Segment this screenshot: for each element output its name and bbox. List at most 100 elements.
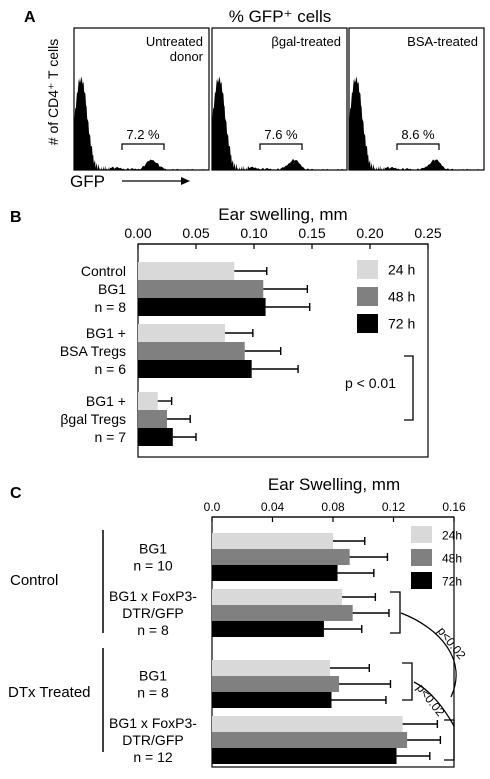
group-label: BSA Tregs	[60, 343, 126, 359]
histogram-population	[349, 76, 484, 170]
group-label: BG1	[139, 541, 167, 557]
x-tick-label: 0.12	[382, 500, 406, 514]
group-label: n = 8	[137, 622, 169, 638]
histogram-x-label: GFP	[70, 172, 105, 191]
histogram-population	[74, 76, 209, 170]
bar	[138, 360, 252, 378]
legend-swatch	[357, 314, 378, 333]
x-tick-label: 0.16	[442, 500, 466, 514]
x-tick-label: 0.00	[124, 225, 151, 241]
bar	[138, 298, 266, 316]
p-value-annotation: p < 0.01	[345, 375, 396, 391]
legend-label: 72h	[442, 575, 462, 589]
bar	[212, 732, 408, 748]
significance-bracket	[444, 719, 455, 761]
significance-bracket	[402, 662, 413, 701]
significance-bracket	[390, 591, 401, 634]
group-label: BG1 x FoxP3-	[109, 588, 197, 604]
legend-label: 48 h	[388, 289, 415, 305]
histogram-frame	[211, 27, 348, 171]
bar	[212, 605, 353, 621]
x-tick-label: 0.04	[261, 500, 285, 514]
histogram-panel-label: BSA-treated	[407, 34, 478, 49]
x-tick-label: 0.20	[356, 225, 383, 241]
group-label: BG1 +	[86, 393, 126, 409]
group-label: Control	[81, 263, 126, 279]
section-label: DTx Treated	[8, 684, 91, 701]
bar	[212, 716, 403, 732]
group-label: DTR/GFP	[122, 732, 183, 748]
group-label: BG1	[98, 281, 126, 297]
x-tick-label: 0.10	[240, 225, 267, 241]
gfp-gate-percent: 7.2 %	[126, 127, 160, 142]
legend-swatch	[411, 526, 432, 543]
legend-label: 72 h	[388, 316, 415, 332]
p-value-annotation: p<0.02	[435, 624, 469, 662]
bar	[212, 660, 330, 676]
legend-label: 48h	[442, 552, 462, 566]
bar	[138, 410, 167, 428]
histogram-panel-label: βgal-treated	[271, 34, 341, 49]
x-tick-label: 0.05	[182, 225, 209, 241]
panel-letter-c: C	[10, 485, 22, 502]
chart-b: 0.00 0.05 0.10 0.15 0.20 0.25 Control BG1 n = 8 B…	[60, 225, 442, 458]
bar	[138, 428, 173, 446]
group-label: n = 8	[94, 299, 126, 315]
p-value-annotation: p<0.02	[414, 681, 448, 719]
chart-c-title: Ear Swelling, mm	[268, 475, 400, 494]
gfp-gate-bracket	[396, 143, 440, 150]
histogram-population	[212, 76, 347, 170]
bar	[138, 280, 264, 298]
group-label: BG1 x FoxP3-	[109, 715, 197, 731]
bar	[212, 676, 340, 692]
group-label: n = 10	[133, 558, 173, 574]
legend-label: 24h	[442, 529, 462, 543]
bar	[138, 392, 158, 410]
bar	[138, 342, 245, 360]
group-label: BG1	[139, 668, 167, 684]
bar	[212, 565, 338, 581]
chart-b-title: Ear swelling, mm	[218, 205, 347, 224]
bar	[212, 621, 324, 637]
legend-swatch	[411, 572, 432, 589]
histogram-panel-label: donor	[170, 49, 204, 64]
group-label: n = 8	[137, 685, 169, 701]
histogram-y-label: # of CD4⁺ T cells	[45, 39, 61, 145]
gfp-gate-bracket	[121, 143, 165, 150]
x-tick-label: 0.25	[414, 225, 441, 241]
legend-swatch	[357, 260, 378, 279]
bar	[212, 692, 332, 708]
significance-connector	[400, 612, 457, 698]
histogram-title: % GFP⁺ cells	[229, 7, 332, 26]
histogram-frame	[348, 27, 485, 171]
bar	[212, 748, 397, 764]
gfp-arrow	[122, 177, 190, 185]
gfp-gate-bracket	[259, 143, 303, 150]
significance-bracket	[404, 355, 414, 421]
plot-frame	[211, 516, 455, 768]
bar	[212, 589, 343, 605]
section-label: Control	[10, 572, 58, 589]
group-label: n = 12	[133, 749, 173, 765]
gfp-gate-percent: 8.6 %	[401, 127, 435, 142]
group-label: n = 7	[94, 429, 126, 445]
legend-swatch	[411, 549, 432, 566]
bar	[212, 533, 333, 549]
x-tick-label: 0.08	[321, 500, 345, 514]
histogram-panel-label: Untreated	[146, 34, 203, 49]
x-tick-label: 0.15	[298, 225, 325, 241]
group-label: n = 6	[94, 361, 126, 377]
panel-letter-a: A	[24, 9, 36, 26]
legend-swatch	[357, 287, 378, 306]
bar	[138, 324, 225, 342]
panel-letter-b: B	[10, 209, 22, 226]
group-label: DTR/GFP	[122, 605, 183, 621]
x-tick-label: 0.0	[204, 500, 221, 514]
bar	[138, 262, 235, 280]
bar	[212, 549, 350, 565]
legend-label: 24 h	[388, 262, 415, 278]
gfp-gate-percent: 7.6 %	[264, 127, 298, 142]
